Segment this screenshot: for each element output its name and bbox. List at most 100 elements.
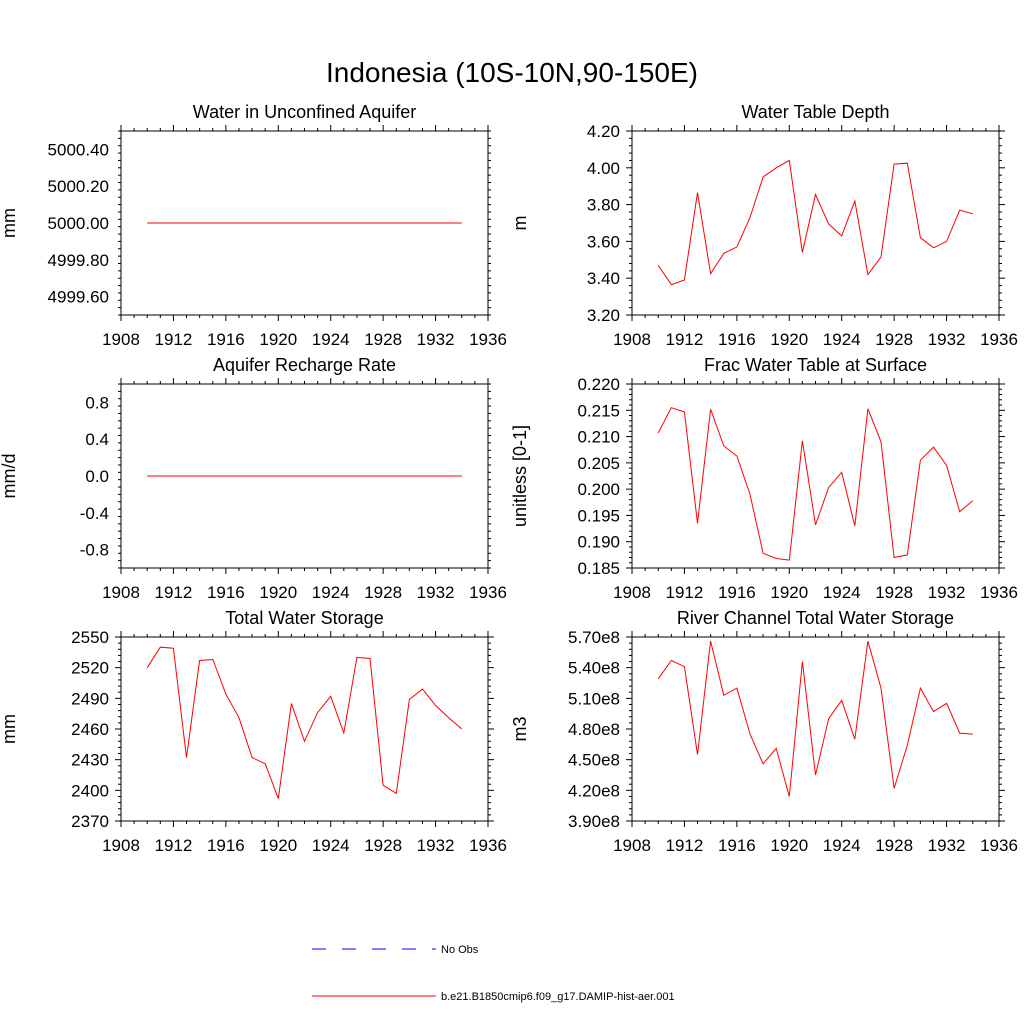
panel-title: Aquifer Recharge Rate [213,355,396,375]
y-tick-label: 4999.60 [48,288,109,307]
x-tick-label: 1924 [823,836,861,855]
x-tick-label: 1912 [666,836,704,855]
chart-panel-3: Frac Water Table at Surface unitless [0-1… [510,355,1018,602]
x-tick-label: 1908 [613,836,651,855]
x-tick-label: 1924 [823,583,861,602]
x-tick-label: 1936 [469,330,507,349]
x-tick-label: 1936 [469,836,507,855]
x-tick-label: 1928 [364,583,402,602]
y-axis-label: mm [0,208,19,238]
y-tick-label: 0.0 [85,467,109,486]
y-tick-label: 2430 [71,751,109,770]
x-tick-label: 1936 [980,836,1018,855]
y-tick-label: 0.185 [577,559,620,578]
y-tick-label: -0.4 [80,504,109,523]
x-tick-label: 1920 [770,836,808,855]
legend-label-model: b.e21.B1850cmip6.f09_g17.DAMIP-hist-aer.… [441,991,675,1003]
x-tick-label: 1936 [980,583,1018,602]
panel-title: Water in Unconfined Aquifer [193,102,416,122]
y-tick-label: 4.00 [587,159,620,178]
panel-title: Water Table Depth [741,102,889,122]
panel-title: River Channel Total Water Storage [677,608,954,628]
x-tick-label: 1912 [666,583,704,602]
x-tick-label: 1924 [823,330,861,349]
x-tick-label: 1908 [102,836,140,855]
series-line-0 [657,640,973,797]
y-tick-label: 0.205 [577,454,620,473]
x-tick-label: 1936 [980,330,1018,349]
y-tick-label: 3.90e8 [568,812,620,831]
series-line-0 [146,646,463,799]
chart-panel-1: Water Table Depth m 1908 1912 1916 1920 1924 19… [510,102,1018,349]
x-tick-label: 1936 [469,583,507,602]
y-tick-label: 2370 [71,812,109,831]
x-tick-label: 1932 [928,330,966,349]
x-tick-label: 1920 [259,836,297,855]
y-tick-label: 0.200 [577,480,620,499]
x-tick-label: 1920 [770,583,808,602]
chart-panel-5: River Channel Total Water Storage m3 1908 1… [510,608,1018,855]
y-tick-label: 3.80 [587,196,620,215]
x-tick-label: 1912 [155,836,193,855]
y-tick-label: -0.8 [80,541,109,560]
legend: No Obs b.e21.B1850cmip6.f09_g17.DAMIP-hi… [312,944,675,1003]
legend-label-no-obs: No Obs [441,944,479,956]
panel-title: Frac Water Table at Surface [704,355,927,375]
chart-panel-2: Aquifer Recharge Rate mm/d 1908 1912 1916 192… [0,355,507,602]
y-tick-label: 4999.80 [48,251,109,270]
x-tick-label: 1912 [666,330,704,349]
y-tick-label: 3.40 [587,269,620,288]
y-tick-label: 5000.20 [48,177,109,196]
y-tick-label: 0.190 [577,533,620,552]
x-tick-label: 1916 [718,583,756,602]
x-tick-label: 1924 [312,330,350,349]
x-tick-label: 1916 [207,836,245,855]
y-tick-label: 4.80e8 [568,720,620,739]
panels: Water in Unconfined Aquifer mm 1908 1912 191… [0,102,1018,855]
x-tick-label: 1916 [718,836,756,855]
y-tick-label: 2550 [71,628,109,647]
y-tick-label: 2520 [71,659,109,678]
y-tick-label: 2460 [71,720,109,739]
y-tick-label: 4.50e8 [568,751,620,770]
y-tick-label: 0.8 [85,393,109,412]
x-tick-label: 1916 [207,583,245,602]
panel-title: Total Water Storage [225,608,383,628]
y-axis-label: m [510,216,530,231]
x-tick-label: 1912 [155,583,193,602]
x-tick-label: 1916 [207,330,245,349]
x-tick-label: 1928 [364,836,402,855]
x-tick-label: 1928 [875,836,913,855]
x-tick-label: 1924 [312,836,350,855]
y-tick-label: 4.20e8 [568,781,620,800]
x-tick-label: 1916 [718,330,756,349]
x-tick-label: 1932 [417,583,455,602]
x-tick-label: 1920 [259,330,297,349]
x-tick-label: 1928 [875,583,913,602]
x-tick-label: 1912 [155,330,193,349]
y-tick-label: 5.70e8 [568,628,620,647]
y-tick-label: 2400 [71,781,109,800]
y-axis-label: m3 [510,716,530,741]
series-line-0 [657,159,973,286]
x-tick-label: 1908 [102,583,140,602]
x-tick-label: 1920 [259,583,297,602]
plot-frame [120,636,489,822]
y-tick-label: 5000.00 [48,214,109,233]
y-tick-label: 0.215 [577,401,620,420]
plot-frame [631,636,1000,822]
y-tick-label: 3.20 [587,306,620,325]
x-tick-label: 1928 [875,330,913,349]
x-tick-label: 1932 [928,836,966,855]
y-tick-label: 0.210 [577,428,620,447]
x-tick-label: 1908 [613,583,651,602]
plot-frame [631,130,1000,316]
x-tick-label: 1908 [613,330,651,349]
chart-panel-4: Total Water Storage mm 1908 1912 1916 1920 192… [0,608,507,855]
y-tick-label: 2490 [71,689,109,708]
x-tick-label: 1908 [102,330,140,349]
y-axis-label: unitless [0-1] [510,425,530,527]
x-tick-label: 1932 [417,836,455,855]
y-tick-label: 5.40e8 [568,659,620,678]
